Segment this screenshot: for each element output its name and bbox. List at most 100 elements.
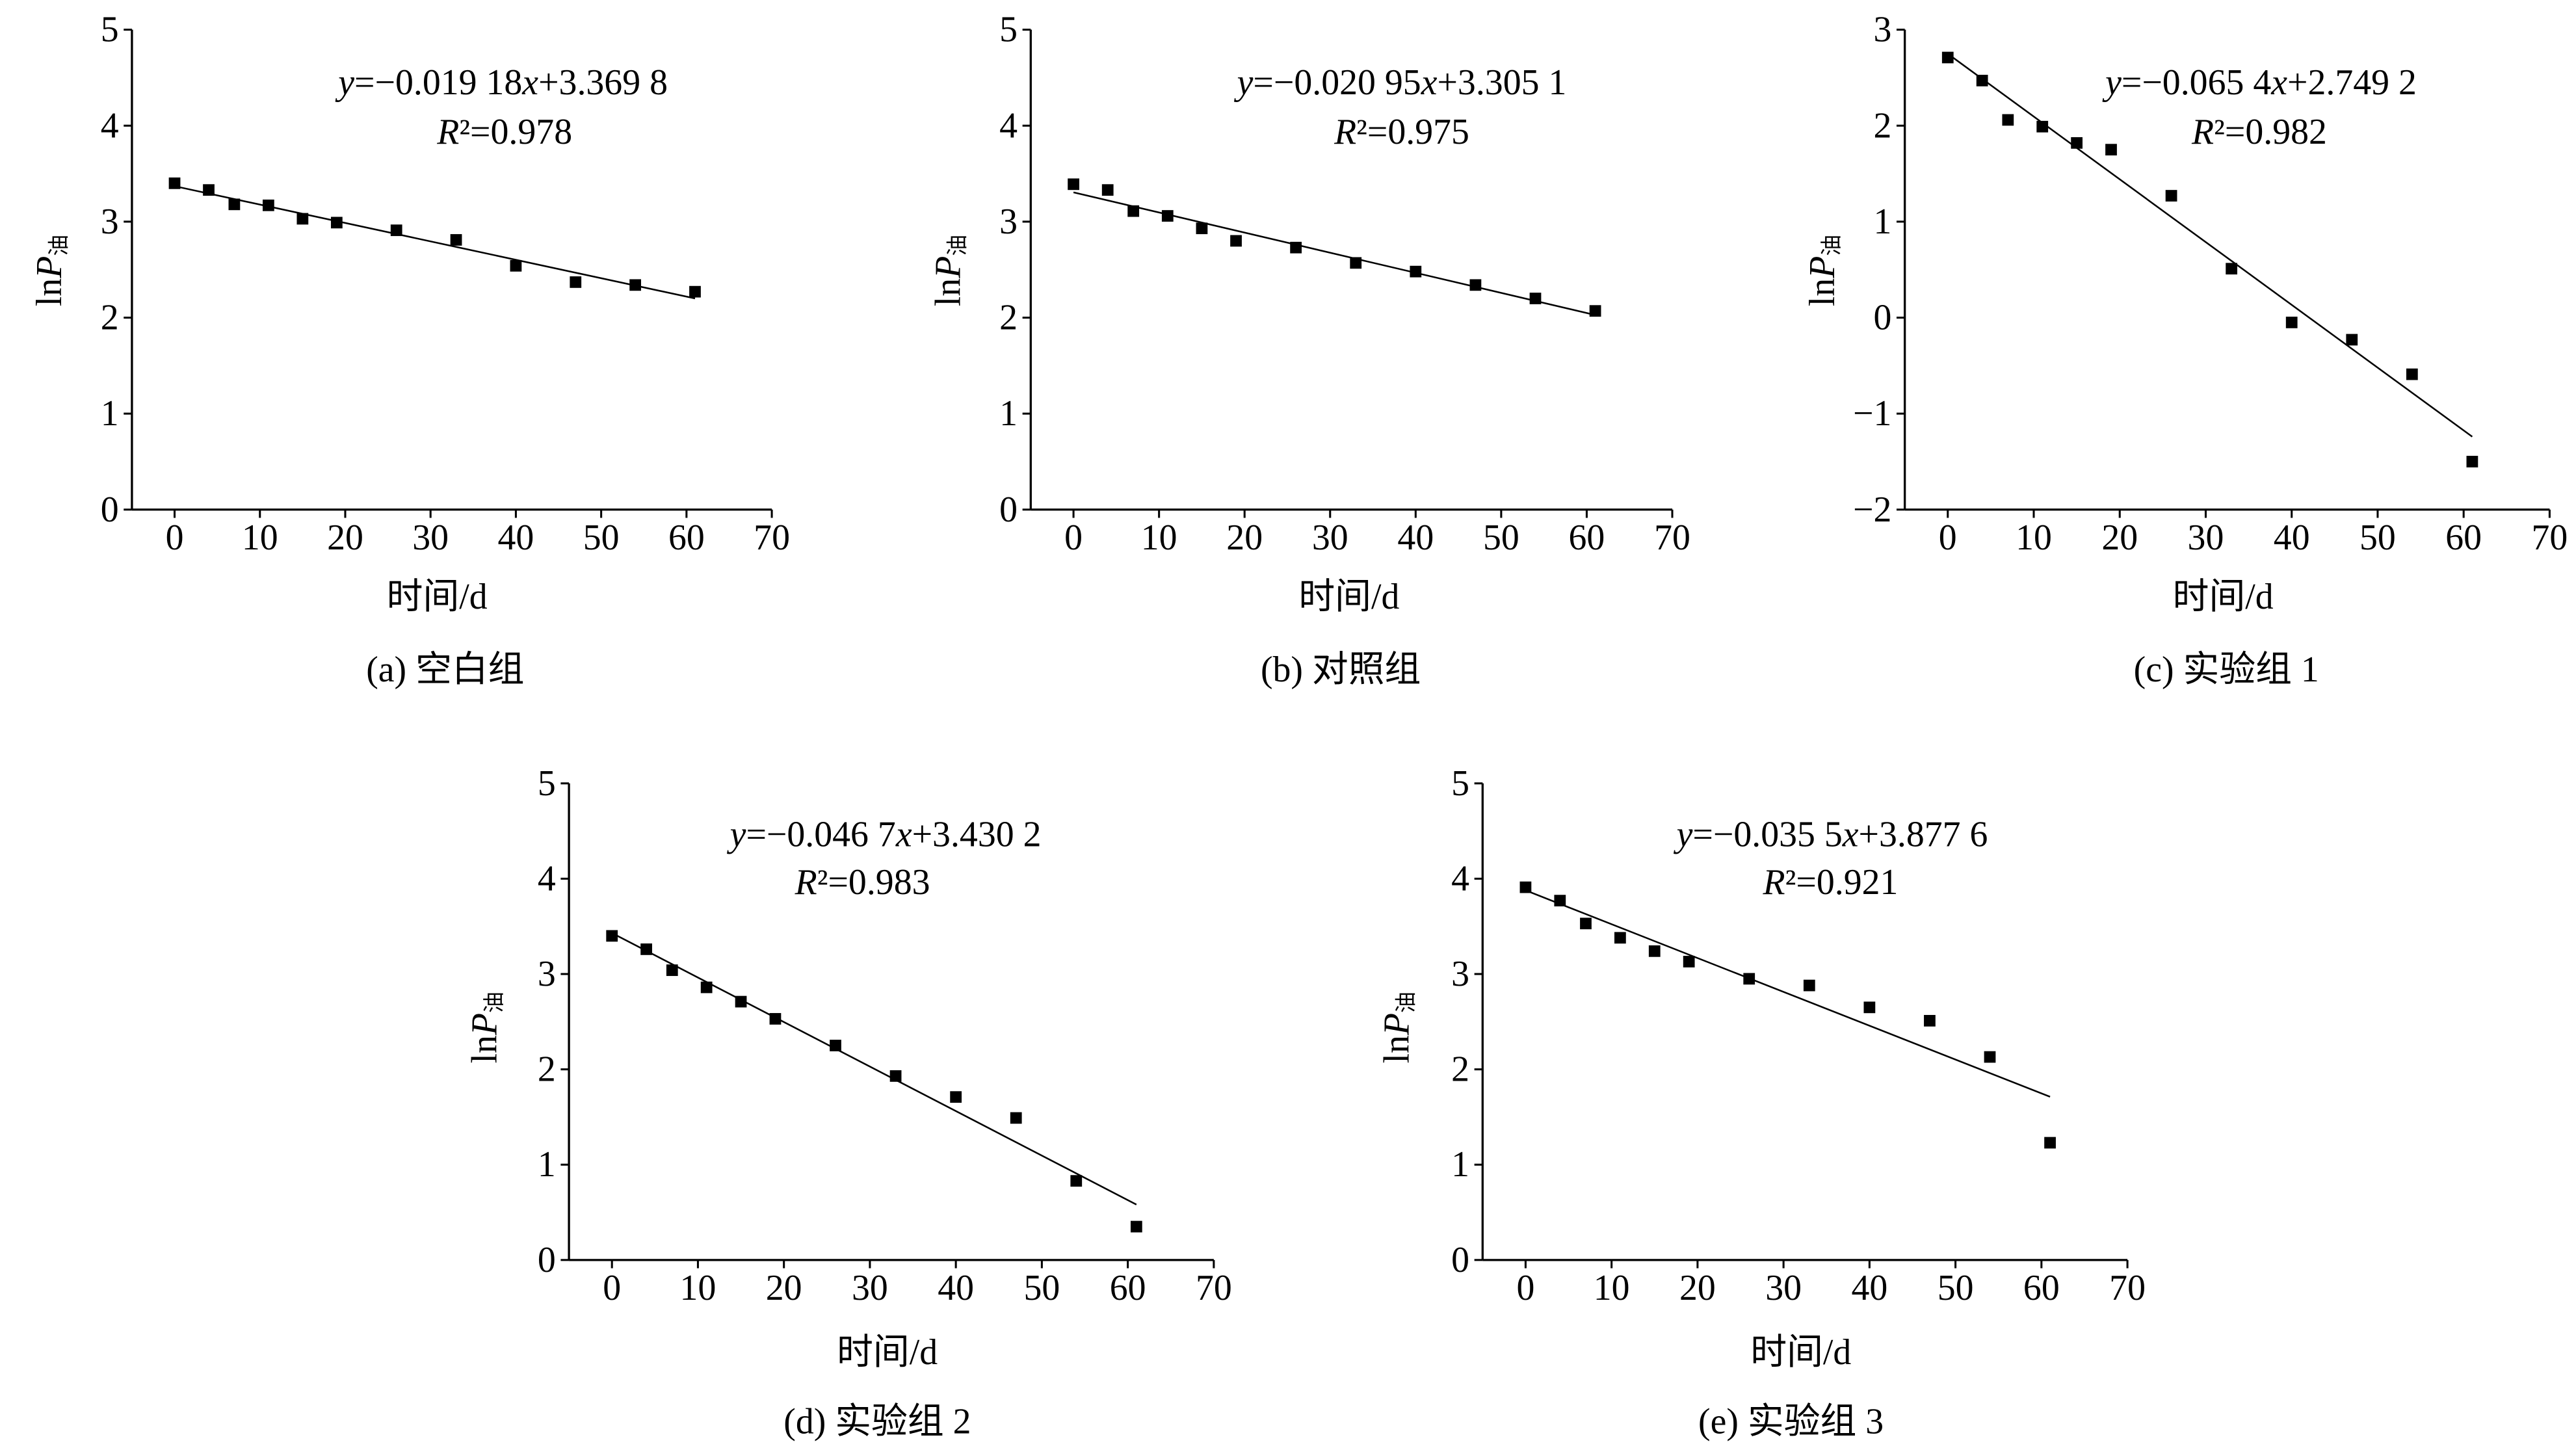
data-point (1743, 973, 1755, 985)
data-point (2105, 144, 2117, 156)
x-tick-label: 60 (1110, 1268, 1146, 1308)
y-tick-label: 5 (1451, 763, 1469, 804)
x-tick-label: 10 (242, 518, 278, 558)
data-point (1614, 932, 1626, 944)
data-point (1803, 979, 1815, 992)
x-tick-label: 10 (2016, 518, 2052, 558)
x-tick-label: 20 (1226, 518, 1263, 558)
data-point (2044, 1137, 2056, 1149)
data-point (330, 217, 343, 229)
x-tick-label: 0 (1939, 518, 1957, 558)
data-point (2346, 334, 2358, 346)
y-tick-label: 0 (1873, 298, 1891, 338)
x-axis-label: 时间/d (387, 577, 488, 617)
data-point (296, 213, 309, 225)
data-point (889, 1070, 902, 1082)
data-point (1941, 51, 1954, 64)
x-tick-label: 50 (1938, 1268, 1974, 1308)
x-tick-label: 0 (603, 1268, 621, 1308)
y-tick-label: 0 (101, 490, 119, 530)
fit-equation-label: y=−0.035 5x+3.877 6 (1674, 814, 1988, 854)
data-point (1196, 222, 1208, 235)
r-squared-label: R²=0.921 (1763, 862, 1899, 902)
fit-line (1525, 889, 2051, 1098)
panel-caption: (b) 对照组 (1261, 650, 1421, 690)
data-point (1529, 293, 1542, 304)
fit-line (1073, 191, 1596, 316)
data-point (1290, 241, 1302, 254)
y-tick-label: 3 (538, 954, 556, 994)
x-tick-label: 20 (2101, 518, 2138, 558)
y-tick-label: 1 (999, 393, 1018, 434)
y-tick-label: 3 (101, 202, 119, 242)
x-tick-label: 60 (1569, 518, 1605, 558)
data-point (1127, 205, 1140, 217)
data-point (390, 224, 402, 237)
y-tick-label: 3 (999, 202, 1018, 242)
x-axis-label: 时间/d (2173, 577, 2274, 617)
y-tick-label: 3 (1873, 10, 1891, 50)
data-point (950, 1091, 962, 1103)
x-axis-label: 时间/d (837, 1332, 938, 1373)
y-tick-label: 1 (101, 393, 119, 434)
x-tick-label: 40 (1397, 518, 1434, 558)
y-axis-label: lnP油 (1376, 992, 1418, 1063)
y-axis-label: lnP油 (465, 992, 506, 1063)
data-point (1010, 1112, 1022, 1124)
x-tick-label: 30 (1765, 1268, 1802, 1308)
panel-caption: (d) 实验组 2 (783, 1401, 971, 1441)
data-point (1984, 1051, 1996, 1063)
data-point (640, 943, 652, 955)
data-point (2226, 263, 2238, 275)
data-point (510, 259, 522, 272)
data-point (228, 198, 241, 211)
y-tick-label: 2 (538, 1049, 556, 1090)
fit-line (174, 185, 696, 300)
data-point (1410, 265, 1422, 278)
data-point (2002, 114, 2014, 126)
y-tick-label: 4 (101, 105, 119, 146)
x-tick-label: 70 (754, 518, 790, 558)
y-tick-label: 4 (538, 858, 556, 899)
y-tick-label: −2 (1853, 490, 1891, 530)
data-point (1589, 305, 1601, 317)
y-tick-label: 2 (1873, 105, 1891, 146)
fit-equation-label: y=−0.046 7x+3.430 2 (727, 814, 1042, 854)
x-tick-label: 30 (1312, 518, 1348, 558)
data-point (1230, 235, 1242, 247)
y-tick-label: 4 (1451, 858, 1469, 899)
y-axis-label: lnP油 (1802, 235, 1844, 306)
y-tick-label: 3 (1451, 954, 1469, 994)
data-point (769, 1013, 782, 1025)
fit-equation-label: y=−0.020 95x+3.305 1 (1234, 62, 1567, 103)
data-point (830, 1040, 841, 1051)
fit-equation-label: y=−0.065 4x+2.749 2 (2102, 62, 2417, 103)
data-point (1580, 917, 1592, 930)
y-tick-label: 1 (1873, 202, 1891, 242)
data-point (1469, 279, 1482, 291)
fit-equation-label: y=−0.019 18x+3.369 8 (335, 62, 668, 103)
x-tick-label: 60 (2023, 1268, 2060, 1308)
x-tick-label: 10 (680, 1268, 716, 1308)
fit-line (611, 932, 1137, 1205)
data-point (1648, 945, 1661, 957)
panel-caption: (a) 空白组 (366, 650, 524, 690)
x-tick-label: 0 (1064, 518, 1083, 558)
data-point (2165, 190, 2177, 202)
x-tick-label: 50 (583, 518, 620, 558)
panel-caption: (e) 实验组 3 (1698, 1401, 1884, 1441)
fit-line (1947, 53, 2473, 438)
data-point (570, 276, 582, 288)
data-point (1976, 75, 1988, 86)
data-point (2036, 120, 2049, 133)
x-tick-label: 70 (1654, 518, 1690, 558)
y-tick-label: 5 (999, 10, 1018, 50)
y-tick-label: 2 (1451, 1049, 1469, 1090)
data-point (629, 279, 642, 291)
